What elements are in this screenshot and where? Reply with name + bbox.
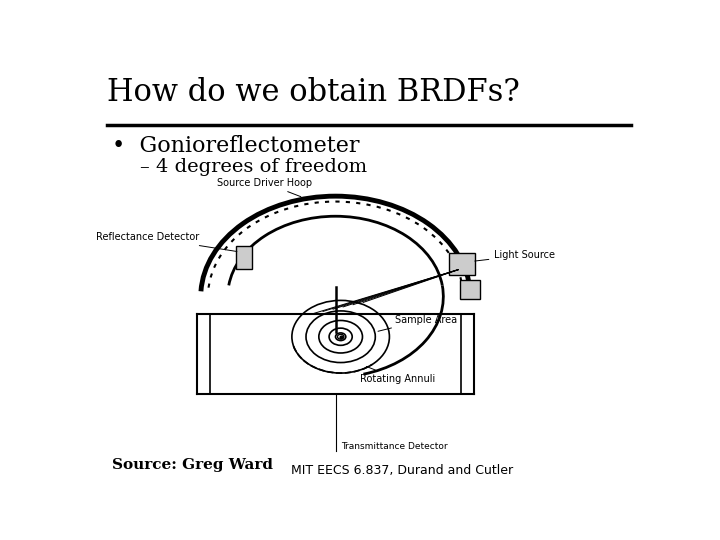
Text: – 4 degrees of freedom: – 4 degrees of freedom — [140, 158, 367, 177]
FancyBboxPatch shape — [235, 246, 253, 268]
Text: Source: Greg Ward: Source: Greg Ward — [112, 458, 274, 472]
Text: Reflectance Detector: Reflectance Detector — [96, 232, 237, 252]
Text: Rotating Annuli: Rotating Annuli — [360, 367, 435, 384]
FancyBboxPatch shape — [449, 253, 475, 275]
Text: Light Source: Light Source — [474, 250, 555, 261]
Text: MIT EECS 6.837, Durand and Cutler: MIT EECS 6.837, Durand and Cutler — [291, 464, 513, 477]
Text: Source Driver Hoop: Source Driver Hoop — [217, 178, 312, 197]
Text: Transmittance Detector: Transmittance Detector — [341, 442, 448, 451]
FancyBboxPatch shape — [460, 280, 480, 300]
Text: •  Gonioreflectometer: • Gonioreflectometer — [112, 136, 360, 158]
Text: Sample Area: Sample Area — [378, 314, 456, 331]
Text: How do we obtain BRDFs?: How do we obtain BRDFs? — [107, 77, 520, 109]
